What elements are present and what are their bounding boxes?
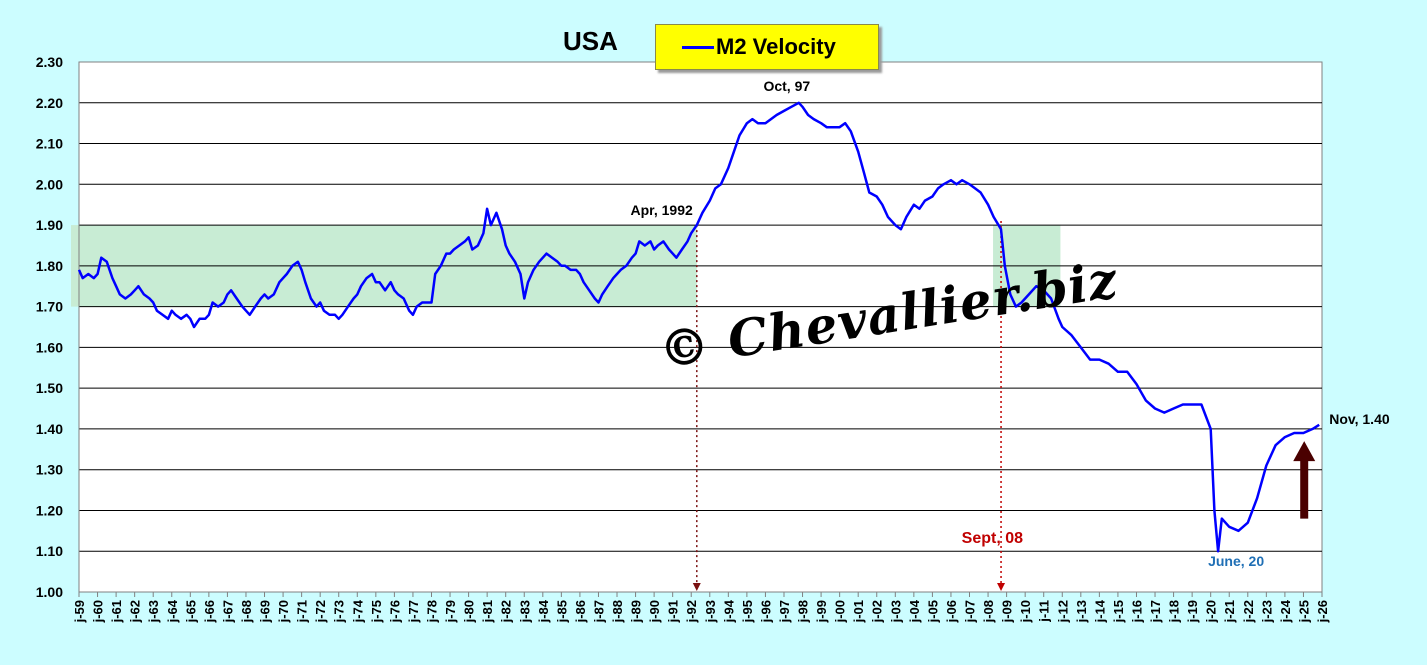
x-tick-label: j-13 [1074,600,1089,623]
annotation-label: June, 20 [1208,553,1264,569]
x-tick-label: j-78 [424,600,439,623]
x-tick-label: j-12 [1055,600,1070,623]
x-tick-label: j-64 [165,599,180,623]
x-tick-label: j-95 [740,600,755,623]
annotation-label: Sept, 08 [962,530,1023,547]
x-tick-label: j-72 [313,600,328,623]
annotation-label: Oct, 97 [763,78,810,94]
x-tick-label: j-75 [369,600,384,623]
x-tick-label: j-71 [295,600,310,623]
x-tick-label: j-90 [647,600,662,623]
plot-area [78,61,1323,593]
x-tick-label: j-02 [870,600,885,623]
x-tick-label: j-82 [499,600,514,623]
x-tick-label: j-98 [796,600,811,623]
x-tick-label: j-69 [258,600,273,623]
y-tick-label: 1.10 [36,543,63,559]
x-tick-label: j-77 [406,600,421,623]
x-tick-label: j-60 [91,600,106,623]
y-tick-label: 2.00 [36,176,63,192]
x-tick-label: j-03 [888,600,903,623]
x-tick-label: j-87 [591,600,606,623]
x-tick-label: j-09 [1000,600,1015,623]
x-tick-label: j-17 [1148,600,1163,623]
x-tick-label: j-16 [1129,600,1144,623]
x-tick-label: j-59 [72,600,87,623]
y-tick-label: 1.90 [36,217,63,233]
x-tick-label: j-04 [907,599,922,623]
x-tick-label: j-62 [128,600,143,623]
legend-swatch [682,45,714,49]
x-tick-label: j-65 [183,600,198,623]
x-tick-label: j-83 [517,600,532,623]
x-tick-label: j-85 [554,600,569,623]
x-tick-label: j-25 [1296,600,1311,623]
x-tick-label: j-99 [814,600,829,623]
x-tick-label: j-67 [220,600,235,623]
x-tick-label: j-14 [1092,599,1107,623]
x-tick-label: j-07 [963,600,978,623]
x-tick-label: j-10 [1018,600,1033,623]
chart-title: USA [563,26,618,56]
x-tick-label: j-73 [332,600,347,623]
x-tick-label: j-66 [202,600,217,623]
x-tick-label: j-20 [1204,600,1219,623]
legend-label: M2 Velocity [716,34,836,59]
x-tick-label: j-23 [1259,600,1274,623]
x-tick-label: j-74 [350,599,365,623]
x-tick-label: j-97 [777,600,792,623]
x-tick-label: j-08 [981,600,996,623]
trend-arrow [1293,441,1316,519]
y-tick-label: 1.30 [36,462,63,478]
x-tick-label: j-81 [480,600,495,623]
legend: M2 Velocity [655,24,879,70]
x-tick-label: j-76 [387,600,402,623]
x-tick-label: j-24 [1278,599,1293,623]
y-tick-label: 1.40 [36,421,63,437]
event-marker-arrowhead [692,583,701,591]
y-tick-label: 1.00 [36,584,63,600]
x-tick-label: j-70 [276,600,291,623]
x-tick-label: j-11 [1037,600,1052,623]
y-tick-label: 2.20 [36,95,63,111]
x-tick-label: j-00 [833,600,848,623]
x-tick-label: j-18 [1167,600,1182,623]
annotation-label: Nov, 1.40 [1329,411,1390,427]
x-tick-label: j-88 [610,600,625,623]
x-tick-label: j-96 [758,600,773,623]
x-tick-label: j-63 [146,600,161,623]
x-tick-label: j-68 [239,600,254,623]
x-tick-label: j-01 [851,600,866,623]
x-tick-label: j-26 [1315,600,1330,623]
x-tick-label: j-89 [629,600,644,623]
x-tick-label: j-06 [944,600,959,623]
annotation-label: Apr, 1992 [631,202,693,218]
event-marker-arrowhead [997,583,1006,591]
x-tick-label: j-91 [666,600,681,623]
y-tick-label: 1.20 [36,502,63,518]
x-tick-label: j-05 [925,600,940,623]
y-tick-label: 1.50 [36,380,63,396]
x-tick-label: j-86 [573,600,588,623]
y-tick-label: 1.60 [36,339,63,355]
x-tick-label: j-92 [684,600,699,623]
x-tick-label: j-79 [443,600,458,623]
x-tick-label: j-80 [462,600,477,623]
x-tick-label: j-21 [1222,600,1237,623]
x-tick-label: j-22 [1241,600,1256,623]
x-tick-label: j-15 [1111,600,1126,623]
y-tick-label: 2.30 [36,54,63,70]
x-tick-label: j-61 [109,600,124,623]
x-tick-label: j-93 [703,600,718,623]
x-tick-label: j-94 [721,599,736,623]
y-tick-label: 1.70 [36,299,63,315]
y-tick-label: 1.80 [36,258,63,274]
y-tick-label: 2.10 [36,136,63,152]
series-line-m2-velocity [77,101,1320,553]
x-tick-label: j-19 [1185,600,1200,623]
x-tick-label: j-84 [536,599,551,623]
